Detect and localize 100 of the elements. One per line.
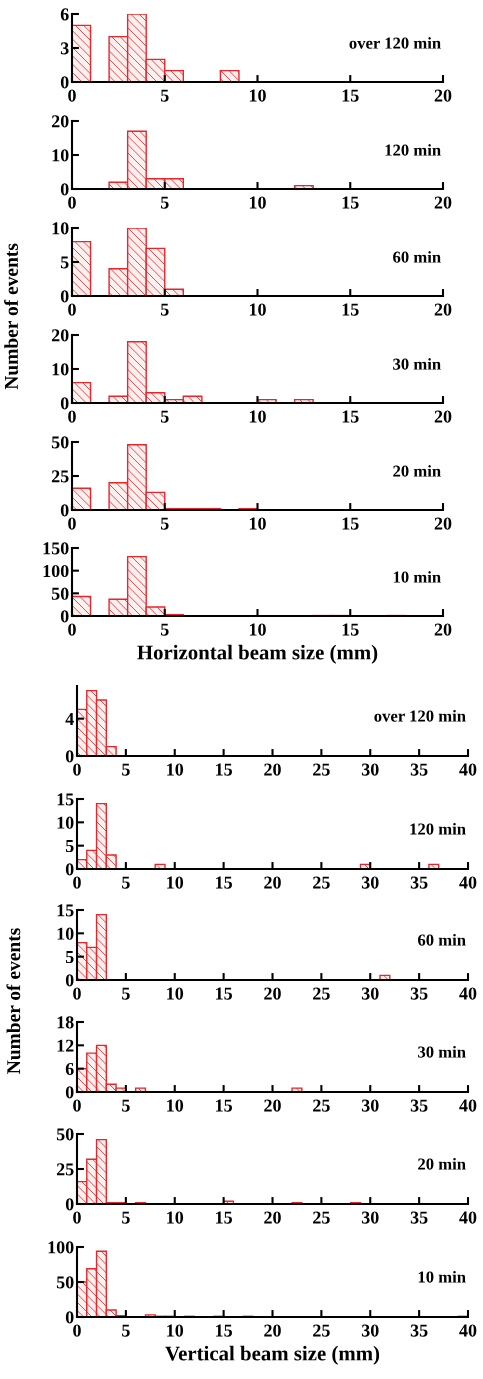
y-tick-label: 10 (57, 927, 74, 940)
y-tick-label: 5 (65, 951, 74, 964)
y-tick-label: 15 (57, 793, 74, 806)
annotation: 120 min (410, 822, 466, 835)
y-tick-label: 5 (60, 256, 69, 269)
y-tick-label: 0 (60, 76, 69, 89)
x-tick-label: 10 (249, 303, 266, 316)
x-axis-title: Vertical beam size (mm) (165, 1345, 380, 1365)
x-tick-label: 10 (249, 623, 266, 636)
annotation: over 120 min (374, 709, 466, 722)
x-tick-label: 35 (410, 1211, 428, 1224)
x-tick-label: 10 (249, 410, 266, 423)
x-tick-label: 40 (459, 1211, 477, 1224)
y-tick-label: 3 (60, 42, 69, 55)
annotation: over 120 min (349, 37, 441, 49)
x-tick-label: 10 (167, 763, 184, 776)
x-tick-label: 30 (361, 1211, 379, 1224)
x-tick-label: 20 (434, 89, 452, 102)
x-tick-label: 10 (249, 89, 266, 102)
x-tick-label: 35 (410, 987, 428, 1000)
x-tick-label: 15 (342, 196, 359, 209)
x-tick-label: 20 (434, 196, 452, 209)
y-tick-label: 12 (57, 1039, 74, 1052)
y-tick-label: 6 (60, 8, 69, 21)
y-tick-label: 10 (52, 222, 69, 235)
x-tick-label: 25 (313, 876, 330, 889)
x-tick-label: 15 (216, 763, 232, 776)
x-tick-label: 15 (216, 1211, 232, 1224)
x-tick-label: 10 (249, 196, 266, 209)
annotation: 60 min (418, 933, 466, 946)
x-tick-label: 20 (264, 1324, 281, 1337)
x-tick-label: 20 (434, 303, 452, 316)
annotation: 10 min (393, 571, 441, 583)
x-tick-label: 40 (459, 987, 477, 1000)
x-tick-label: 10 (167, 1324, 184, 1337)
annotation: 10 min (418, 1270, 466, 1283)
x-tick-label: 5 (122, 763, 130, 776)
x-tick-label: 5 (122, 1211, 130, 1224)
x-tick-label: 15 (342, 623, 359, 636)
x-tick-label: 10 (167, 987, 184, 1000)
y-axis-title: Number of events (6, 928, 21, 1074)
x-tick-label: 5 (122, 987, 130, 1000)
x-tick-label: 40 (459, 1099, 477, 1112)
x-tick-label: 15 (342, 303, 359, 316)
y-axis-title: Number of events (4, 243, 19, 390)
y-tick-label: 100 (48, 1241, 74, 1254)
y-tick-label: 50 (56, 1276, 74, 1289)
x-tick-label: 5 (122, 876, 130, 889)
x-tick-label: 40 (459, 1324, 477, 1337)
x-tick-label: 15 (216, 987, 232, 1000)
y-tick-label: 20 (51, 329, 69, 342)
y-tick-label: 50 (51, 436, 69, 449)
annotation: 20 min (418, 1157, 466, 1170)
x-tick-label: 5 (160, 410, 169, 423)
x-tick-label: 5 (160, 303, 169, 316)
x-tick-label: 20 (264, 1099, 281, 1112)
y-tick-label: 0 (60, 610, 69, 623)
x-tick-label: 35 (410, 1324, 428, 1337)
y-tick-label: 18 (57, 1016, 74, 1029)
x-tick-label: 25 (313, 763, 330, 776)
annotation: 30 min (418, 1045, 466, 1058)
x-tick-label: 25 (313, 1324, 330, 1337)
x-tick-label: 5 (160, 196, 169, 209)
x-tick-label: 10 (167, 1099, 184, 1112)
x-tick-label: 15 (342, 89, 359, 102)
y-tick-label: 25 (56, 1163, 74, 1176)
annotation: 60 min (393, 251, 441, 263)
x-tick-label: 15 (216, 876, 232, 889)
x-tick-label: 30 (361, 763, 379, 776)
y-tick-label: 10 (57, 816, 74, 829)
y-tick-label: 150 (43, 542, 69, 555)
x-tick-label: 30 (361, 1099, 379, 1112)
y-tick-label: 0 (65, 1198, 74, 1211)
x-tick-label: 35 (410, 876, 428, 889)
x-tick-label: 30 (361, 1324, 379, 1337)
x-tick-label: 5 (160, 517, 169, 530)
x-tick-label: 5 (160, 89, 169, 102)
x-tick-label: 15 (216, 1324, 232, 1337)
x-tick-label: 10 (167, 1211, 184, 1224)
y-tick-label: 25 (51, 470, 69, 483)
y-tick-label: 4 (65, 713, 74, 725)
x-tick-label: 20 (264, 987, 281, 1000)
x-tick-label: 20 (434, 410, 452, 423)
x-tick-label: 25 (313, 987, 330, 1000)
y-tick-label: 100 (43, 564, 69, 578)
y-tick-label: 0 (65, 750, 74, 763)
y-tick-label: 0 (60, 504, 69, 517)
x-tick-label: 35 (410, 763, 428, 776)
x-tick-label: 5 (122, 1324, 130, 1337)
x-tick-label: 25 (313, 1211, 330, 1224)
y-tick-label: 10 (52, 363, 69, 376)
annotation: 30 min (393, 358, 441, 370)
x-tick-label: 5 (122, 1099, 130, 1112)
y-tick-label: 5 (65, 840, 74, 853)
x-tick-label: 10 (249, 517, 266, 530)
y-tick-label: 0 (65, 863, 74, 876)
x-axis-title: Horizontal beam size (mm) (137, 644, 378, 664)
y-tick-label: 0 (65, 974, 74, 987)
annotation: 120 min (385, 144, 441, 156)
y-tick-label: 0 (60, 290, 69, 303)
